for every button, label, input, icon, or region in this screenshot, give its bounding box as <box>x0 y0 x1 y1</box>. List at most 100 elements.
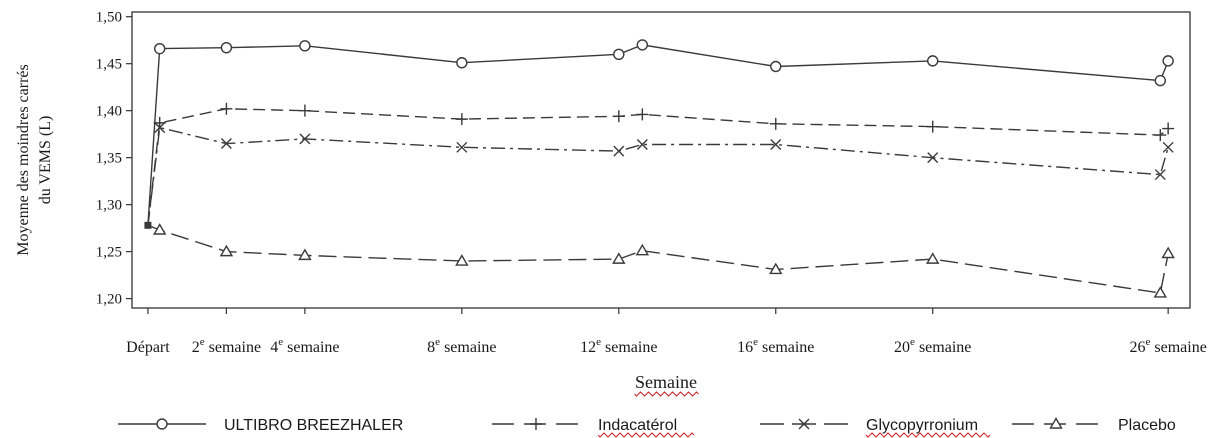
data-point <box>1162 141 1174 153</box>
data-point <box>927 152 939 164</box>
x-tick-label: 26e semaine <box>1129 336 1206 356</box>
y-axis-ticks: 1,20 1,25 1,30 1,35 1,40 1,45 1,50 <box>96 10 132 308</box>
legend-label: Glycopyrronium <box>866 417 978 434</box>
x-tick-number: 16 <box>737 339 753 356</box>
x-axis-label-group: Semaine <box>634 372 699 397</box>
x-tick-word: semaine <box>440 339 496 356</box>
legend-item: Placebo <box>1012 417 1176 434</box>
y-axis-label: Moyenne des moindres carrés du VEMS (L) <box>15 64 54 256</box>
y-axis-label-line: Moyenne des moindres carrés <box>15 64 32 256</box>
legend-sample-marker <box>798 418 810 430</box>
x-tick-superscript: e <box>910 336 915 348</box>
data-point <box>219 244 234 257</box>
y-tick-label: 1,50 <box>96 10 122 26</box>
data-point <box>456 141 468 153</box>
data-point <box>220 138 232 150</box>
data-point <box>770 60 782 73</box>
legend-label: ULTIBRO BREEZHALER <box>224 417 403 434</box>
x-tick-superscript: e <box>200 336 205 348</box>
x-tick-word: semaine <box>205 339 261 356</box>
data-point <box>1154 74 1167 87</box>
data-point <box>152 223 167 235</box>
data-point <box>613 145 625 157</box>
y-tick-label: 1,40 <box>96 104 122 120</box>
data-point <box>636 39 649 51</box>
x-tick-label: 16e semaine <box>737 336 814 356</box>
x-tick-label: 2e semaine <box>192 336 261 356</box>
data-point <box>1161 246 1175 259</box>
spellcheck-underline <box>597 432 695 438</box>
legend: ULTIBRO BREEZHALER Indacatérol Glycopyrron… <box>118 417 1176 438</box>
y-tick-label: 1,20 <box>96 292 122 308</box>
x-tick-superscript: e <box>278 336 283 348</box>
series-x <box>147 122 1174 226</box>
data-point <box>153 42 166 55</box>
data-point <box>926 252 940 264</box>
legend-item: ULTIBRO BREEZHALER <box>118 417 403 434</box>
x-tick-label: 8e semaine <box>427 336 496 356</box>
x-tick-number: 8 <box>427 339 435 356</box>
x-tick-label: 4e semaine <box>270 336 339 356</box>
data-point <box>299 133 311 145</box>
legend-item: Indacatérol <box>492 417 695 438</box>
x-tick-number: 2 <box>192 339 200 356</box>
data-point <box>769 262 783 275</box>
y-tick-label: 1,45 <box>96 57 122 73</box>
x-tick-superscript: e <box>435 336 440 348</box>
x-tick-label: Départ <box>126 339 170 356</box>
data-point <box>220 102 233 115</box>
x-axis-ticks: Départ 2e semaine 4e semaine 8e semaine 12e … <box>126 308 1207 356</box>
series-circle <box>147 39 1174 226</box>
series-triangle <box>147 223 1175 298</box>
x-tick-superscript: e <box>596 336 601 348</box>
x-tick-number: 4 <box>270 339 278 356</box>
y-axis-label-line: du VEMS (L) <box>37 116 54 205</box>
baseline-point <box>144 221 152 229</box>
legend-item: Glycopyrronium <box>760 417 991 438</box>
x-tick-superscript: e <box>753 336 758 348</box>
data-point <box>456 57 468 69</box>
data-point <box>1153 286 1168 298</box>
x-tick-number: 26 <box>1129 339 1145 356</box>
y-tick-label: 1,35 <box>96 151 122 167</box>
data-point <box>635 243 650 256</box>
data-point <box>298 104 311 117</box>
legend-sample-marker <box>1049 417 1063 429</box>
data-point <box>1162 122 1175 135</box>
data-point <box>927 55 939 67</box>
x-tick-word: semaine <box>915 339 971 356</box>
data-point <box>455 254 469 266</box>
x-tick-number: 20 <box>894 339 910 356</box>
series-plus <box>147 102 1175 226</box>
data-point <box>636 139 648 150</box>
data-point <box>636 108 649 121</box>
y-tick-label: 1,25 <box>96 245 122 261</box>
x-tick-word: semaine <box>1150 339 1206 356</box>
data-point <box>154 122 166 134</box>
y-tick-label: 1,30 <box>96 198 122 214</box>
data-point <box>926 120 939 133</box>
legend-sample-marker <box>530 418 542 430</box>
legend-label: Indacatérol <box>598 417 677 434</box>
data-point <box>299 40 311 52</box>
x-tick-superscript: e <box>1145 336 1150 348</box>
x-tick-label: 12e semaine <box>580 336 657 356</box>
legend-label: Placebo <box>1118 417 1176 434</box>
legend-sample-marker <box>156 418 168 430</box>
plot-frame <box>131 11 1191 309</box>
x-axis-label: Semaine <box>635 372 697 392</box>
x-tick-word: semaine <box>758 339 814 356</box>
data-point <box>455 113 468 126</box>
data-point <box>220 42 233 54</box>
series-line <box>147 108 1169 226</box>
spellcheck-underline <box>634 391 699 397</box>
data-point <box>770 139 782 150</box>
data-point <box>298 248 312 261</box>
data-point <box>1154 169 1166 181</box>
spellcheck-underline <box>865 432 991 438</box>
x-tick-word: semaine <box>601 339 657 356</box>
data-point <box>613 48 625 60</box>
x-tick-label: 20e semaine <box>894 336 971 356</box>
x-tick-word: semaine <box>283 339 339 356</box>
